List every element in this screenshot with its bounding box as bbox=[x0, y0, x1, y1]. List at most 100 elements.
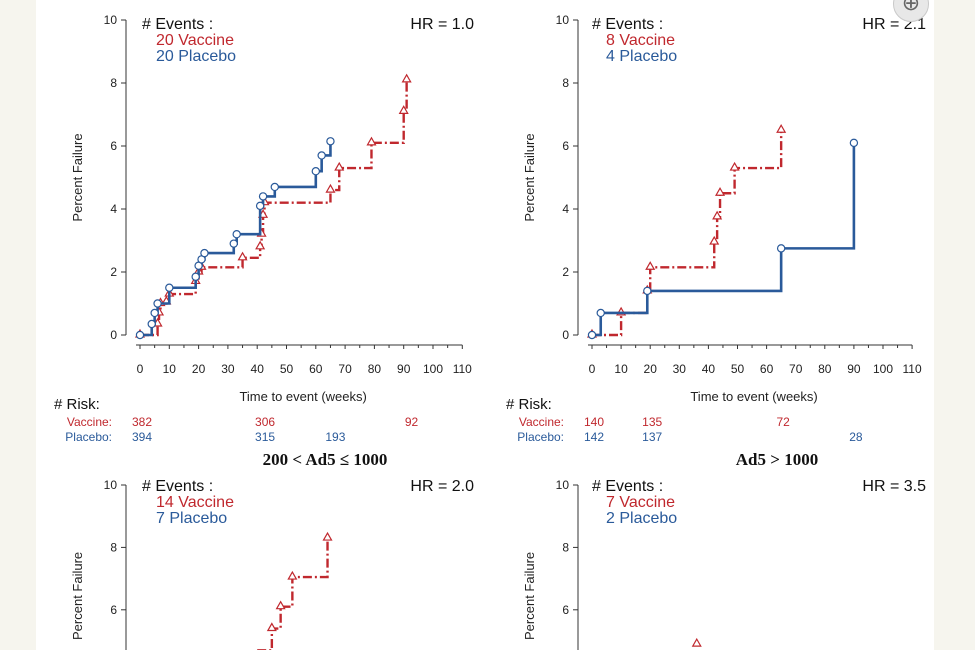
vaccine-event-point bbox=[691, 637, 702, 647]
y-axis-label: Percent Failure bbox=[522, 552, 537, 640]
placebo-event-point bbox=[165, 283, 174, 292]
x-axis-label: Time to event (weeks) bbox=[239, 389, 366, 404]
vaccine-event-point bbox=[275, 600, 286, 610]
vaccine-events-count: 7 Vaccine bbox=[606, 494, 675, 511]
y-tick-label: 0 bbox=[110, 328, 117, 342]
x-tick-label: 50 bbox=[280, 362, 294, 376]
placebo-event-point bbox=[150, 308, 159, 318]
y-tick-label: 4 bbox=[110, 202, 117, 216]
vaccine-event-point bbox=[237, 251, 248, 261]
placebo-event-point bbox=[643, 286, 652, 296]
zoom-in-icon: ⊕ bbox=[901, 0, 921, 15]
placebo-event-point bbox=[270, 182, 279, 192]
placebo-event-point bbox=[200, 248, 209, 258]
y-tick-label: 10 bbox=[104, 478, 118, 492]
vaccine-events-count: 8 Vaccine bbox=[606, 32, 675, 49]
panel-2: 0 2 4 6 8 10 Percent Failure 0 10 20 30 40 50 60 70 80 9… bbox=[506, 13, 926, 444]
placebo-event-point bbox=[229, 239, 238, 248]
vaccine-step-line bbox=[257, 538, 329, 650]
vaccine-event-point bbox=[366, 136, 377, 146]
x-tick-label: 20 bbox=[644, 362, 658, 376]
risk-vaccine-label: Vaccine: bbox=[67, 415, 112, 429]
placebo-event-point bbox=[255, 201, 265, 211]
y-tick-label: 2 bbox=[110, 265, 117, 279]
x-tick-label: 0 bbox=[137, 362, 144, 376]
placebo-event-point bbox=[317, 151, 326, 160]
placebo-event-point bbox=[135, 330, 145, 340]
risk-heading: # Risk: bbox=[506, 396, 552, 413]
hazard-ratio: HR = 2.0 bbox=[410, 478, 474, 495]
x-tick-label: 30 bbox=[221, 362, 235, 376]
x-tick-label: 70 bbox=[789, 362, 803, 376]
y-tick-label: 8 bbox=[562, 540, 569, 554]
panel-4: Ad5 > 1000 6 8 10 Percent Failure # Events :7… bbox=[522, 450, 926, 650]
events-heading: # Events : bbox=[592, 478, 663, 495]
placebo-event-point bbox=[153, 299, 162, 308]
x-tick-label: 80 bbox=[368, 362, 382, 376]
vaccine-event-point bbox=[334, 161, 345, 171]
vaccine-event-point bbox=[398, 105, 409, 114]
x-tick-label: 90 bbox=[847, 362, 861, 376]
figure-paper bbox=[36, 0, 934, 650]
vaccine-event-point bbox=[776, 124, 787, 133]
risk-vaccine-count: 72 bbox=[776, 415, 790, 429]
y-tick-label: 6 bbox=[562, 139, 569, 153]
placebo-event-point bbox=[596, 308, 605, 318]
vaccine-event-point bbox=[325, 183, 336, 193]
vaccine-series bbox=[257, 531, 333, 650]
vaccine-event-point bbox=[401, 73, 412, 83]
x-tick-label: 10 bbox=[163, 362, 177, 376]
risk-vaccine-count: 140 bbox=[584, 415, 604, 429]
vaccine-event-point bbox=[645, 261, 656, 270]
risk-placebo-count: 137 bbox=[642, 430, 662, 444]
panel-1: 0 2 4 6 8 10 Percent Failure 0 10 20 30 40 50 60 70 80 9… bbox=[54, 13, 474, 444]
x-tick-label: 80 bbox=[818, 362, 832, 376]
risk-placebo-label: Placebo: bbox=[517, 430, 564, 444]
risk-vaccine-count: 382 bbox=[132, 415, 152, 429]
y-tick-label: 8 bbox=[110, 540, 117, 554]
vaccine-event-point bbox=[715, 187, 726, 196]
panel-title: 200 < Ad5 ≤ 1000 bbox=[263, 450, 388, 469]
vaccine-event-point bbox=[255, 240, 266, 250]
risk-placebo-count: 193 bbox=[325, 430, 345, 444]
placebo-event-point bbox=[311, 166, 320, 176]
y-tick-label: 10 bbox=[104, 13, 118, 27]
risk-placebo-count: 315 bbox=[255, 430, 275, 444]
placebo-events-count: 2 Placebo bbox=[606, 510, 677, 527]
placebo-event-point bbox=[326, 137, 335, 146]
placebo-event-point bbox=[258, 192, 268, 201]
risk-vaccine-count: 306 bbox=[255, 415, 275, 429]
placebo-event-point bbox=[776, 244, 786, 253]
y-axis-label: Percent Failure bbox=[522, 133, 537, 221]
zoom-in-button[interactable]: ⊕ bbox=[893, 0, 929, 22]
vaccine-event-point bbox=[287, 570, 298, 580]
y-tick-label: 0 bbox=[562, 328, 569, 342]
x-tick-label: 10 bbox=[614, 362, 628, 376]
vaccine-event-point bbox=[266, 622, 277, 632]
y-tick-label: 6 bbox=[562, 603, 569, 617]
x-tick-label: 20 bbox=[192, 362, 206, 376]
placebo-event-point bbox=[232, 229, 241, 239]
hazard-ratio: HR = 3.5 bbox=[862, 478, 926, 495]
risk-vaccine-count: 135 bbox=[642, 415, 662, 429]
y-tick-label: 6 bbox=[110, 603, 117, 617]
panel-3: 200 < Ad5 ≤ 1000 6 8 10 Percent Failure # Eve… bbox=[70, 450, 474, 650]
x-tick-label: 90 bbox=[397, 362, 411, 376]
y-tick-label: 10 bbox=[556, 13, 570, 27]
placebo-series bbox=[587, 138, 859, 340]
events-heading: # Events : bbox=[142, 478, 213, 495]
y-tick-label: 4 bbox=[562, 202, 569, 216]
x-tick-label: 70 bbox=[338, 362, 352, 376]
vaccine-event-point bbox=[712, 210, 723, 220]
vaccine-event-point bbox=[729, 161, 740, 171]
x-tick-label: 60 bbox=[309, 362, 323, 376]
x-tick-label: 0 bbox=[589, 362, 596, 376]
x-tick-label: 30 bbox=[673, 362, 687, 376]
x-tick-label: 100 bbox=[423, 362, 443, 376]
panel-title: Ad5 > 1000 bbox=[736, 450, 818, 469]
vaccine-events-count: 14 Vaccine bbox=[156, 494, 234, 511]
y-tick-label: 2 bbox=[562, 265, 569, 279]
events-heading: # Events : bbox=[592, 16, 663, 33]
placebo-event-point bbox=[147, 319, 156, 329]
